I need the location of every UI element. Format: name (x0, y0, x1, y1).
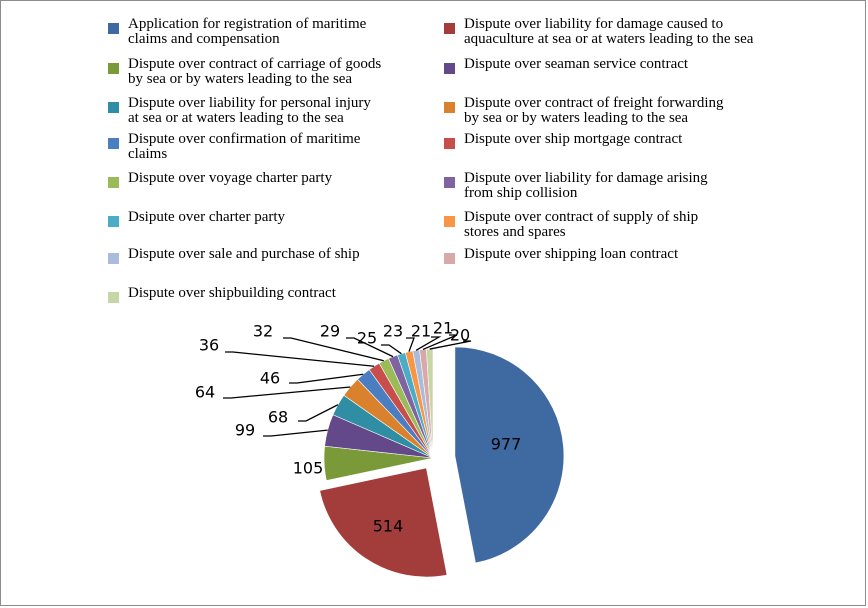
legend-label: Dsipute over charter party (128, 209, 286, 225)
legend-label: Dispute over seaman service contract (464, 56, 689, 72)
legend-swatch (444, 253, 455, 264)
leader-line (298, 404, 339, 422)
legend-item: Dispute over voyage charter party (108, 171, 458, 188)
data-label: 514 (373, 517, 404, 536)
legend-item: Dispute over contract of carriage of goo… (108, 57, 458, 87)
legend-label: Dispute over contract of carriage of goo… (128, 56, 382, 87)
data-label: 64 (195, 383, 215, 402)
data-label: 99 (235, 421, 255, 440)
legend-item: Dispute over liability for damage arisin… (444, 171, 794, 201)
legend-swatch (444, 63, 455, 74)
leader-line (263, 429, 328, 437)
legend-item: Dispute over seaman service contract (444, 57, 794, 74)
legend-label: Dispute over confirmation of maritime cl… (128, 131, 361, 162)
leader-line (381, 344, 402, 355)
leader-line (429, 340, 472, 350)
data-label: 20 (450, 326, 470, 345)
legend-label: Dispute over shipping loan contract (464, 246, 679, 262)
legend-label: Dispute over contract of supply of ship … (464, 209, 699, 240)
legend-swatch (108, 253, 119, 264)
legend-label: Dispute over sale and purchase of ship (128, 246, 360, 262)
legend-swatch (444, 216, 455, 227)
legend-swatch (444, 138, 455, 149)
legend-swatch (108, 23, 119, 34)
legend-label: Dispute over shipbuilding contract (128, 285, 336, 301)
legend-label: Dispute over liability for damage arisin… (464, 170, 708, 201)
leader-line (422, 334, 458, 351)
legend-item: Dispute over sale and purchase of ship (108, 247, 458, 264)
pie-slice (319, 467, 448, 578)
data-label: 68 (268, 408, 288, 427)
legend-item: Dispute over shipping loan contract (444, 247, 794, 264)
leader-line (283, 337, 384, 362)
legend-item: Dsipute over charter party (108, 210, 458, 227)
legend-label: Dispute over voyage charter party (128, 170, 333, 186)
legend-label: Dispute over liability for personal inju… (128, 95, 371, 126)
data-label: 23 (383, 322, 403, 341)
data-label: 32 (253, 322, 273, 341)
legend-label: Dispute over ship mortgage contract (464, 131, 683, 147)
legend-swatch (108, 138, 119, 149)
legend-swatch (444, 23, 455, 34)
legend-label: Dispute over contract of freight forward… (464, 95, 724, 126)
legend-item: Dispute over liability for personal inju… (108, 96, 458, 126)
leader-line (406, 337, 415, 352)
legend-item: Dispute over shipbuilding contract (108, 286, 458, 303)
legend-item: Application for registration of maritime… (108, 17, 458, 47)
legend-item: Dispute over confirmation of maritime cl… (108, 132, 458, 162)
leader-line (223, 386, 351, 399)
legend-swatch (108, 63, 119, 74)
data-label: 25 (357, 329, 377, 348)
legend-swatch (444, 102, 455, 113)
pie-slice (454, 346, 565, 564)
legend-label: Dispute over liability for damage caused… (464, 16, 754, 47)
legend: Application for registration of maritime… (1, 1, 868, 321)
legend-swatch (108, 102, 119, 113)
data-label: 36 (199, 336, 219, 355)
legend-swatch (444, 177, 455, 188)
leader-line (346, 337, 394, 358)
legend-item: Dispute over contract of freight forward… (444, 96, 794, 126)
leader-line (415, 336, 442, 351)
data-label: 29 (320, 322, 340, 341)
legend-swatch (108, 216, 119, 227)
data-label: 977 (491, 435, 522, 454)
legend-swatch (108, 177, 119, 188)
legend-swatch (108, 292, 119, 303)
leader-line (225, 351, 375, 367)
legend-item: Dispute over ship mortgage contract (444, 132, 794, 149)
leader-line (289, 373, 364, 384)
legend-item: Dispute over contract of supply of ship … (444, 210, 794, 240)
data-label: 21 (411, 322, 431, 341)
data-label: 105 (293, 459, 324, 478)
legend-label: Application for registration of maritime… (128, 16, 367, 47)
legend-item: Dispute over liability for damage caused… (444, 17, 794, 47)
data-label: 21 (433, 319, 453, 338)
data-label: 46 (260, 369, 280, 388)
